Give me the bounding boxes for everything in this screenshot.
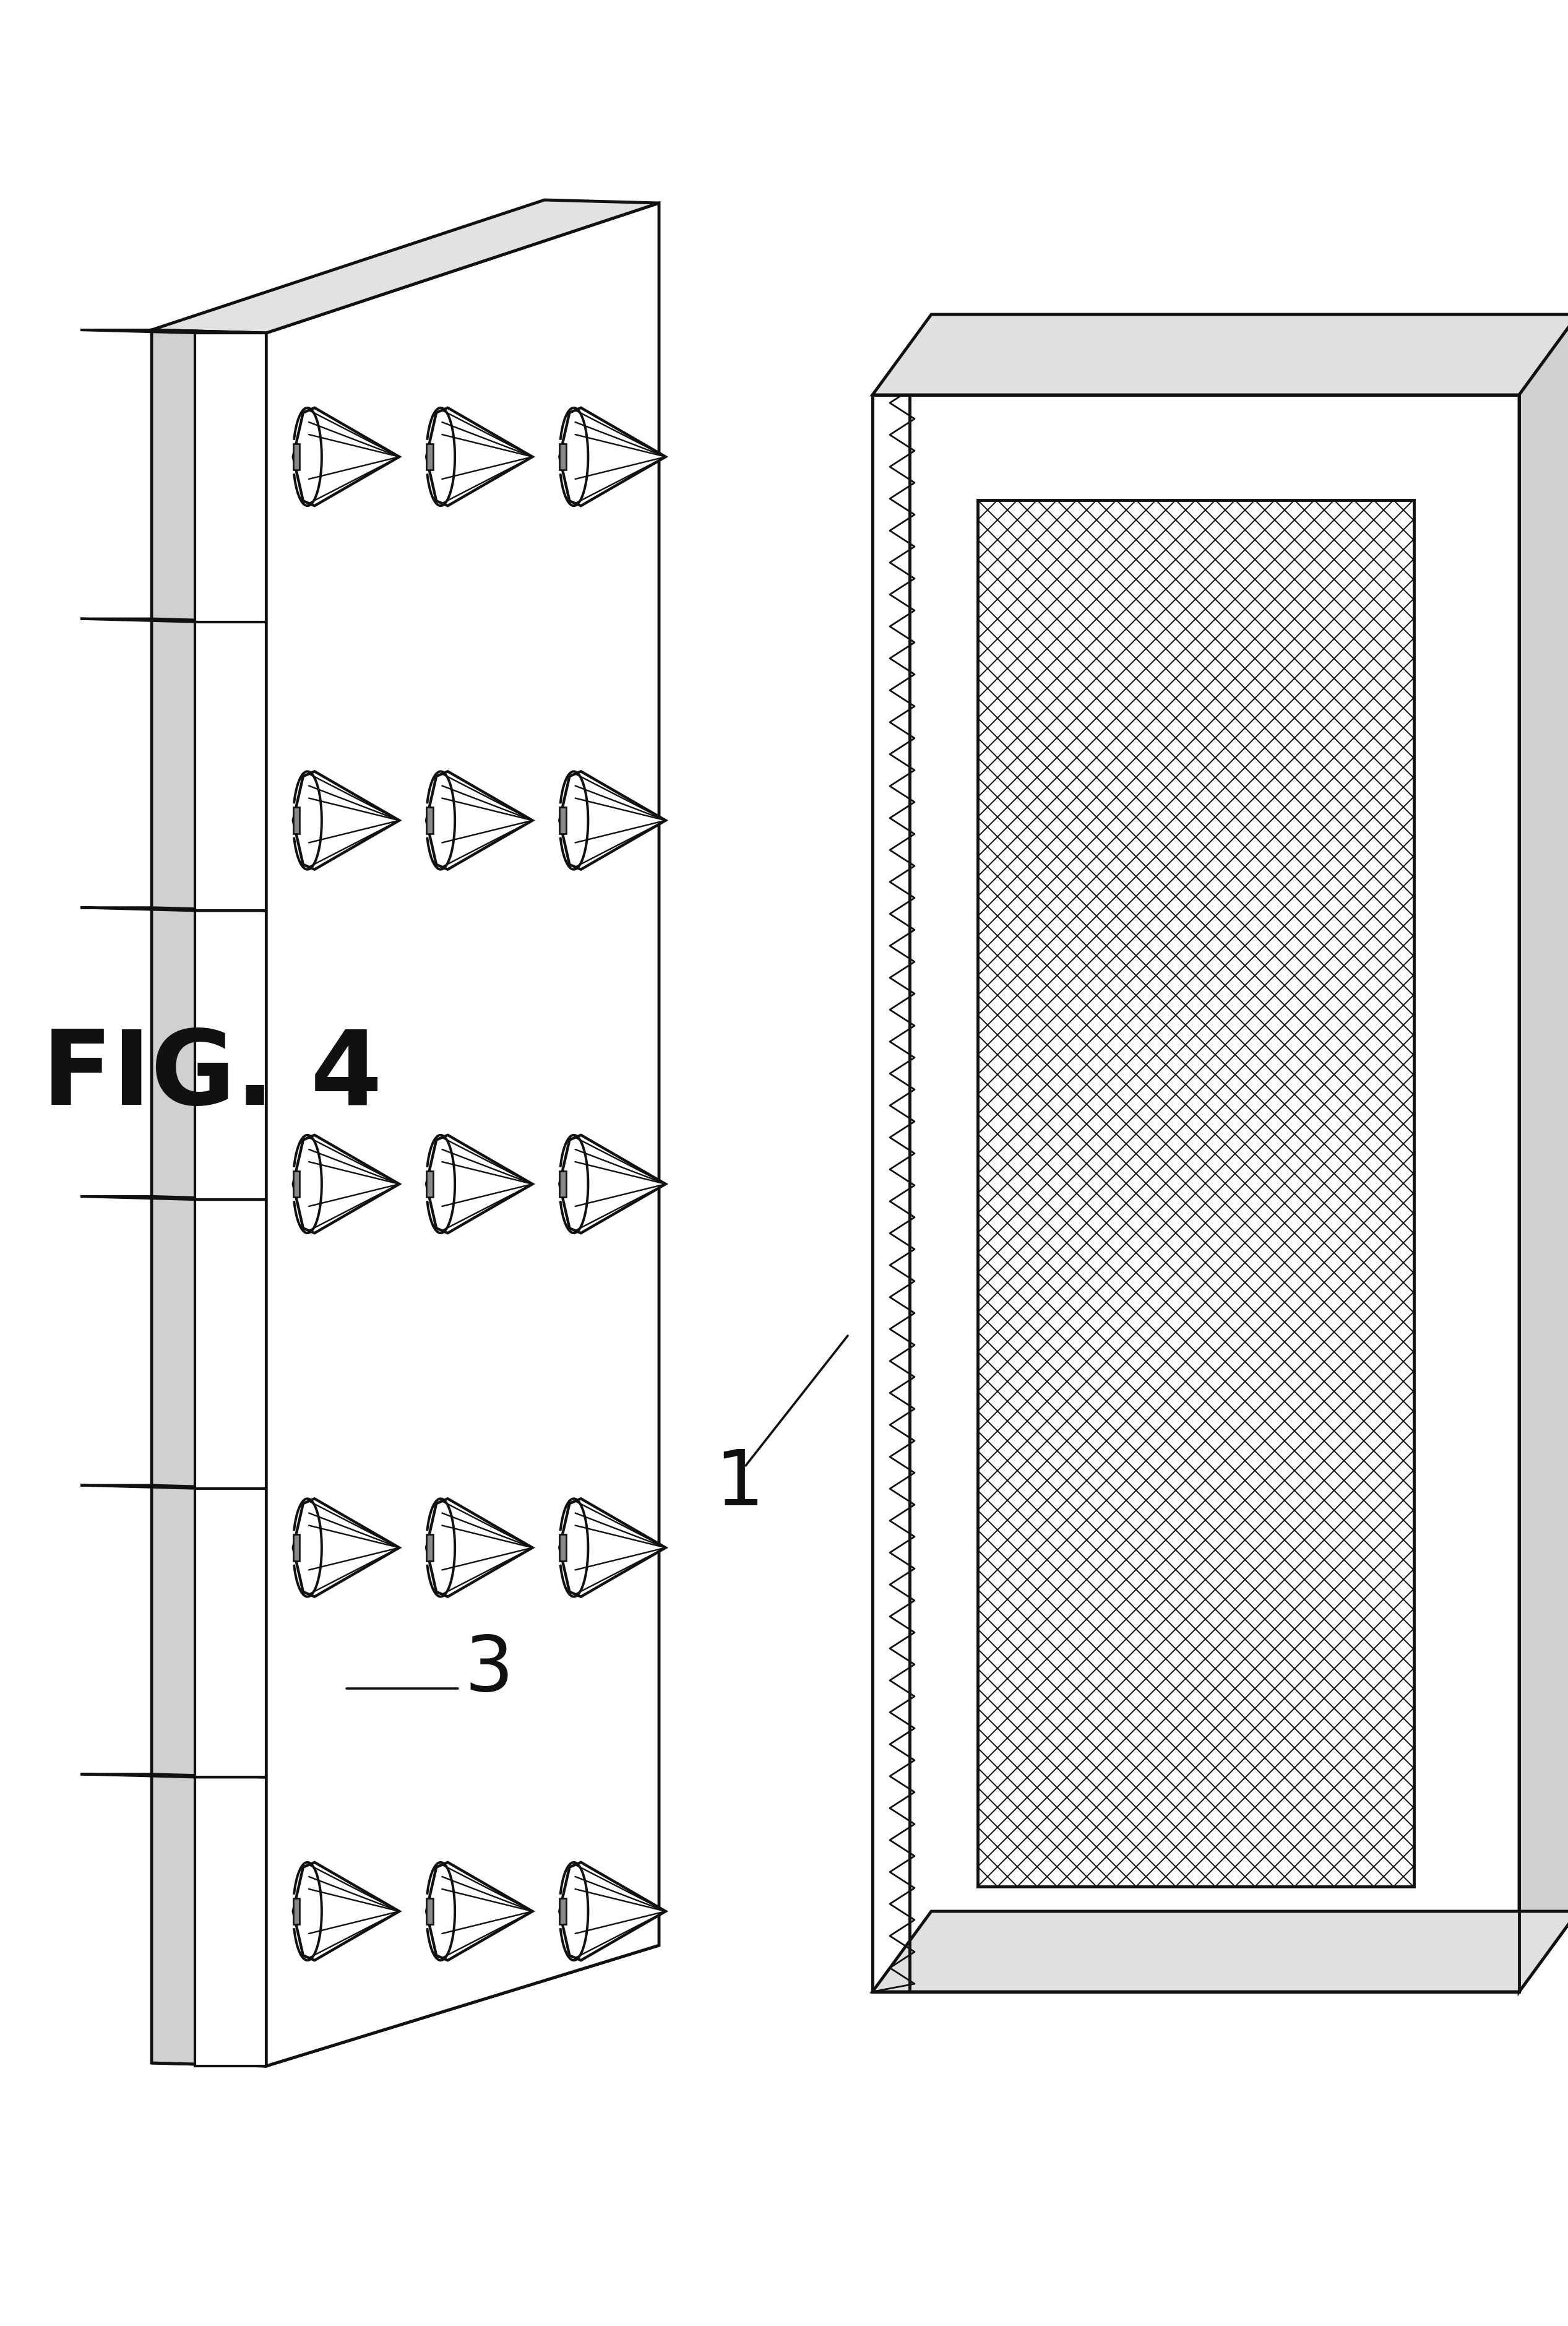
Polygon shape — [426, 1898, 433, 1924]
Polygon shape — [426, 1535, 433, 1561]
Polygon shape — [426, 772, 533, 870]
Polygon shape — [293, 1863, 400, 1961]
Polygon shape — [978, 500, 1414, 1886]
Polygon shape — [293, 407, 400, 505]
Polygon shape — [194, 1489, 267, 1777]
Polygon shape — [293, 1898, 299, 1924]
Polygon shape — [426, 444, 433, 470]
Polygon shape — [80, 1196, 267, 1200]
Polygon shape — [293, 444, 299, 470]
Polygon shape — [426, 1498, 533, 1596]
Polygon shape — [293, 1135, 400, 1233]
Polygon shape — [293, 1170, 299, 1198]
Polygon shape — [426, 1863, 533, 1961]
Polygon shape — [80, 1486, 267, 1489]
Polygon shape — [426, 807, 433, 833]
Polygon shape — [560, 807, 566, 833]
Polygon shape — [872, 395, 1519, 1991]
Text: 3: 3 — [464, 1633, 513, 1707]
Polygon shape — [152, 1942, 659, 2065]
Polygon shape — [1519, 314, 1568, 1991]
Polygon shape — [194, 333, 267, 621]
Polygon shape — [560, 444, 566, 470]
Polygon shape — [560, 1135, 666, 1233]
Polygon shape — [560, 1498, 666, 1596]
Polygon shape — [293, 772, 400, 870]
Bar — [978, 500, 1414, 1886]
Polygon shape — [293, 807, 299, 833]
Text: 1: 1 — [715, 1447, 764, 1521]
Polygon shape — [194, 1777, 267, 2065]
Polygon shape — [872, 314, 1568, 395]
Polygon shape — [194, 1200, 267, 1489]
Polygon shape — [293, 1535, 299, 1561]
Polygon shape — [194, 621, 267, 912]
Polygon shape — [872, 1912, 1568, 1991]
Polygon shape — [560, 407, 666, 505]
Polygon shape — [426, 407, 533, 505]
Polygon shape — [80, 619, 267, 621]
Polygon shape — [152, 330, 267, 2065]
Polygon shape — [293, 1498, 400, 1596]
Polygon shape — [194, 912, 267, 1200]
Polygon shape — [80, 1775, 267, 1777]
Text: FIG. 4: FIG. 4 — [42, 1026, 383, 1126]
Polygon shape — [560, 1863, 666, 1961]
Polygon shape — [426, 1170, 433, 1198]
Polygon shape — [426, 1135, 533, 1233]
Polygon shape — [560, 772, 666, 870]
Polygon shape — [80, 907, 267, 912]
Polygon shape — [80, 330, 267, 333]
Polygon shape — [560, 1170, 566, 1198]
Polygon shape — [560, 1898, 566, 1924]
Polygon shape — [267, 202, 659, 2065]
Polygon shape — [152, 200, 659, 333]
Polygon shape — [560, 1535, 566, 1561]
